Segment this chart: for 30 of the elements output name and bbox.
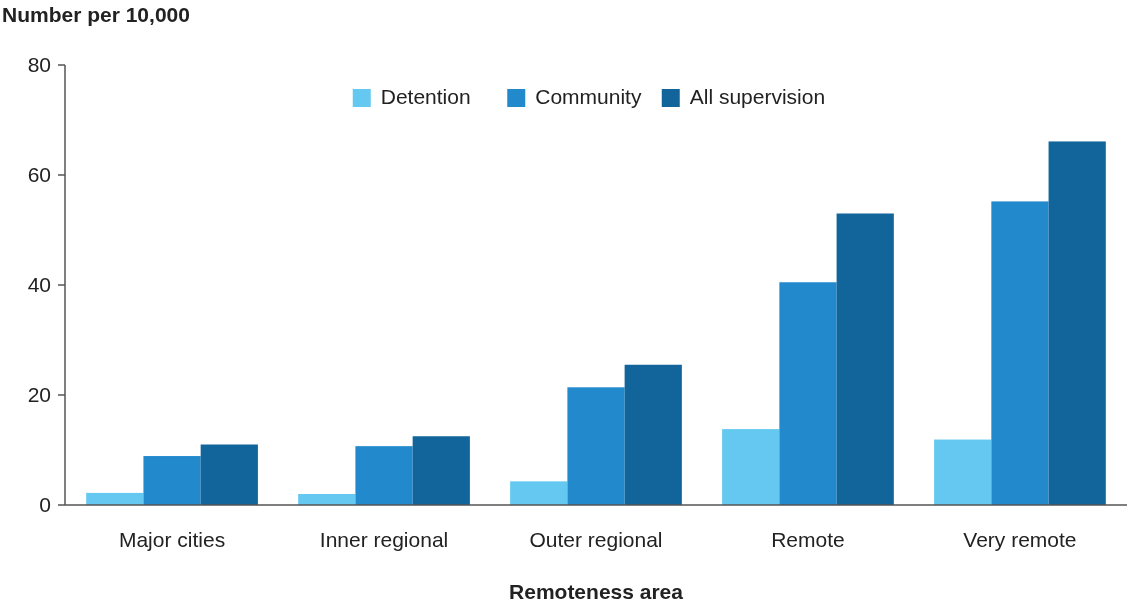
x-tick-label: Very remote bbox=[963, 528, 1077, 551]
x-axis-title: Remoteness area bbox=[509, 580, 684, 603]
bar bbox=[298, 494, 356, 505]
bar bbox=[1048, 141, 1106, 505]
legend-label: Detention bbox=[380, 85, 471, 108]
y-tick-label: 60 bbox=[27, 163, 51, 187]
y-tick-label: 20 bbox=[27, 383, 51, 407]
legend-label: All supervision bbox=[689, 85, 826, 108]
y-axis-title: Number per 10,000 bbox=[2, 3, 190, 26]
bar bbox=[510, 481, 568, 505]
bar bbox=[722, 429, 780, 505]
bar bbox=[567, 387, 625, 505]
x-tick-label: Inner regional bbox=[319, 528, 449, 551]
bar bbox=[779, 282, 837, 505]
bar bbox=[200, 444, 258, 505]
bar bbox=[412, 436, 470, 505]
x-tick-label: Major cities bbox=[118, 528, 226, 551]
y-tick-label: 0 bbox=[39, 493, 51, 517]
bar bbox=[624, 364, 682, 505]
legend-label: Community bbox=[535, 85, 642, 108]
y-tick-label: 40 bbox=[27, 273, 51, 297]
bar bbox=[143, 456, 201, 505]
bar bbox=[836, 213, 894, 505]
bar bbox=[991, 201, 1049, 505]
x-tick-label: Outer regional bbox=[529, 528, 663, 551]
bar bbox=[934, 439, 992, 505]
bar bbox=[86, 492, 144, 505]
bar bbox=[355, 446, 413, 505]
x-tick-label: Remote bbox=[771, 528, 845, 551]
y-tick-label: 80 bbox=[27, 53, 51, 77]
